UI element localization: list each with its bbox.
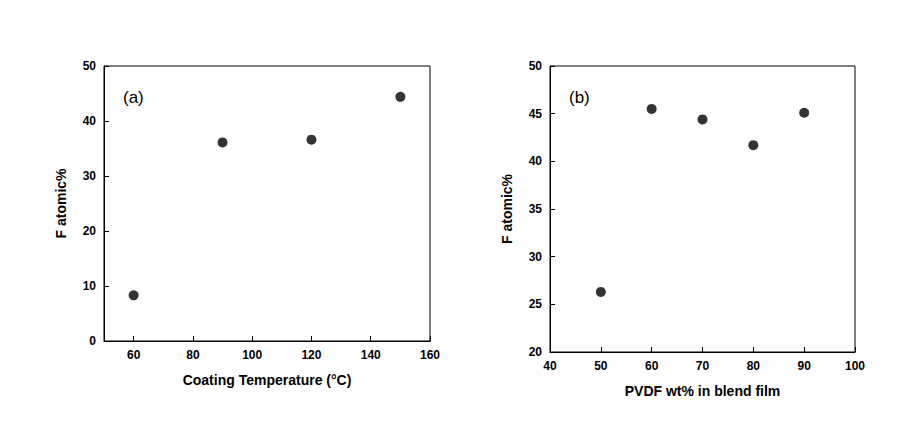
svg-text:60: 60 bbox=[645, 359, 659, 373]
svg-text:140: 140 bbox=[361, 348, 381, 362]
svg-text:50: 50 bbox=[529, 59, 543, 73]
svg-text:45: 45 bbox=[529, 107, 543, 121]
svg-text:35: 35 bbox=[529, 202, 543, 216]
svg-text:(a): (a) bbox=[123, 88, 144, 107]
svg-text:60: 60 bbox=[127, 348, 141, 362]
svg-text:F atomic%: F atomic% bbox=[53, 168, 69, 239]
svg-text:40: 40 bbox=[83, 114, 97, 128]
svg-text:50: 50 bbox=[594, 359, 608, 373]
svg-text:100: 100 bbox=[242, 348, 262, 362]
svg-text:90: 90 bbox=[797, 359, 811, 373]
svg-text:F atomic%: F atomic% bbox=[499, 173, 515, 244]
svg-text:0: 0 bbox=[89, 334, 96, 348]
svg-text:10: 10 bbox=[83, 279, 97, 293]
svg-text:PVDF wt% in blend film: PVDF wt% in blend film bbox=[625, 383, 781, 399]
svg-text:25: 25 bbox=[529, 297, 543, 311]
svg-text:30: 30 bbox=[83, 169, 97, 183]
svg-text:Coating Temperature (°C): Coating Temperature (°C) bbox=[183, 372, 352, 388]
svg-text:40: 40 bbox=[543, 359, 557, 373]
svg-text:50: 50 bbox=[83, 59, 97, 73]
svg-text:160: 160 bbox=[420, 348, 440, 362]
svg-text:70: 70 bbox=[696, 359, 710, 373]
svg-text:120: 120 bbox=[301, 348, 321, 362]
svg-text:100: 100 bbox=[845, 359, 865, 373]
svg-text:80: 80 bbox=[186, 348, 200, 362]
svg-text:80: 80 bbox=[747, 359, 761, 373]
svg-text:20: 20 bbox=[529, 345, 543, 359]
svg-text:40: 40 bbox=[529, 154, 543, 168]
svg-text:(b): (b) bbox=[569, 88, 590, 107]
svg-text:20: 20 bbox=[83, 224, 97, 238]
svg-text:30: 30 bbox=[529, 250, 543, 264]
